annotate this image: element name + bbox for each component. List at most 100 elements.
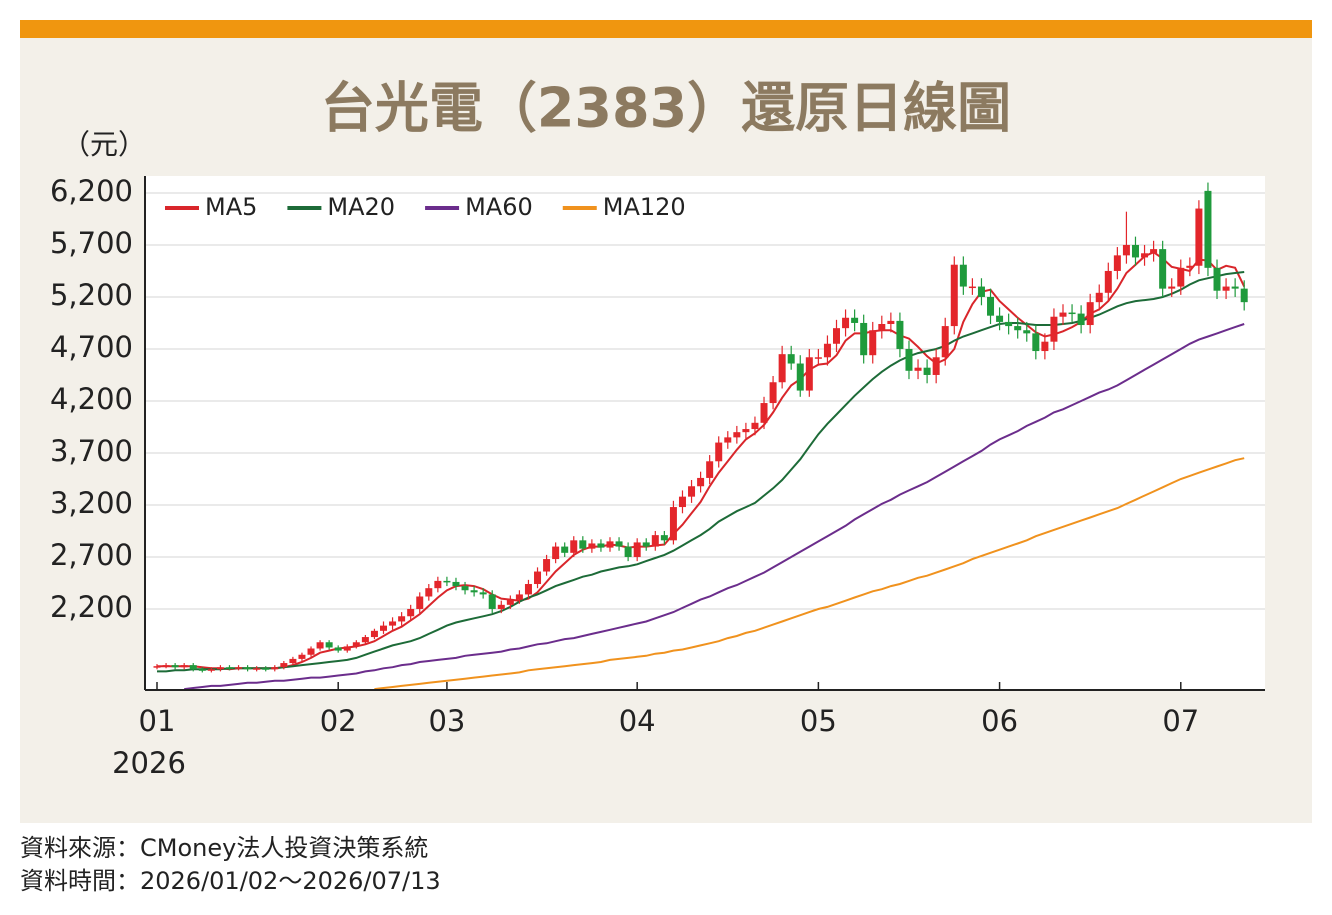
candle-body	[805, 357, 813, 391]
y-tick-label: 5,200	[50, 278, 133, 312]
candle-body	[153, 666, 161, 668]
candle-body	[905, 348, 913, 371]
candle-body	[896, 320, 904, 349]
candle-body	[470, 590, 478, 593]
x-tick-label: 03	[428, 704, 465, 738]
candle-body	[1059, 312, 1067, 317]
candle-body	[253, 668, 261, 670]
candle-body	[189, 665, 197, 670]
legend-label: MA120	[603, 193, 686, 221]
y-axis-label: （元）	[62, 128, 146, 161]
candle-body	[597, 543, 605, 548]
candle-body	[1104, 270, 1112, 293]
candle-body	[887, 320, 895, 325]
candle-body	[1150, 249, 1158, 254]
candle-body	[760, 403, 768, 423]
candle-body	[923, 367, 931, 375]
y-tick-label: 6,200	[50, 174, 133, 208]
candle-body	[669, 507, 677, 541]
candle-body	[1159, 249, 1167, 289]
candle-body	[678, 496, 686, 508]
legend-label: MA60	[465, 193, 533, 221]
candle-body	[742, 429, 750, 433]
candle-body	[869, 330, 877, 356]
candle-body	[425, 588, 433, 597]
candle-body	[298, 654, 306, 659]
candle-body	[180, 665, 188, 668]
candle-body	[171, 665, 179, 668]
candle-body	[606, 541, 614, 548]
candle-body	[515, 594, 523, 600]
candle-body	[244, 667, 252, 670]
candle-body	[280, 663, 288, 668]
candle-body	[814, 357, 822, 359]
candle-body	[1041, 341, 1049, 352]
candle-body	[361, 637, 369, 643]
candle-body	[271, 667, 279, 670]
candle-body	[1050, 316, 1058, 342]
candle-body	[706, 461, 714, 478]
candle-body	[1068, 312, 1076, 315]
candle-body	[914, 367, 922, 371]
candle-body	[207, 669, 215, 671]
candle-body	[1186, 265, 1194, 268]
candle-body	[1204, 190, 1212, 268]
ma-line	[184, 323, 1245, 691]
candle-body	[543, 559, 551, 572]
candle-body	[479, 592, 487, 595]
candle-body	[534, 571, 542, 585]
candle-body	[697, 477, 705, 487]
candle-body	[842, 317, 850, 329]
x-tick-label: 05	[800, 704, 837, 738]
candle-body	[380, 625, 387, 631]
candle-body	[1122, 244, 1130, 256]
ma-line	[374, 457, 1245, 691]
candle-body	[932, 357, 940, 375]
candle-body	[851, 317, 859, 323]
y-tick-label: 3,700	[50, 434, 133, 468]
candle-body	[198, 669, 206, 671]
candle-body	[1222, 286, 1230, 291]
candle-body	[352, 642, 360, 647]
x-tick-label: 04	[619, 704, 656, 738]
y-tick-label: 5,700	[50, 226, 133, 260]
candle-body	[1240, 288, 1248, 303]
candle-body	[1023, 330, 1031, 334]
candle-body	[950, 264, 958, 327]
plot-area	[145, 176, 1265, 690]
candle-body	[325, 642, 333, 648]
candle-body	[959, 264, 967, 287]
candle-body	[878, 324, 886, 331]
candle-body	[316, 642, 324, 649]
candle-body	[579, 540, 587, 549]
candle-body	[787, 354, 795, 364]
candle-body	[561, 546, 569, 553]
candle-body	[1213, 267, 1221, 291]
y-tick-label: 2,200	[50, 590, 133, 624]
candle-body	[434, 580, 442, 589]
candle-body	[1231, 286, 1239, 289]
candle-body	[823, 343, 831, 358]
candles	[153, 182, 1248, 673]
candle-body	[524, 584, 532, 595]
candle-body	[497, 604, 505, 609]
candle-body	[389, 621, 397, 626]
candle-body	[987, 296, 995, 316]
candle-body	[1077, 313, 1085, 326]
candle-body	[452, 581, 460, 587]
candle-body	[552, 546, 560, 560]
candle-body	[996, 315, 1004, 322]
grid	[145, 192, 1265, 610]
candle-body	[461, 586, 469, 591]
x-tick-label: 06	[981, 704, 1018, 738]
candle-body	[343, 646, 351, 651]
source: 資料來源：CMoney法人投資決策系統	[20, 834, 428, 862]
candle-body	[416, 596, 424, 609]
candle-body	[1095, 292, 1103, 303]
candle-body	[778, 354, 786, 383]
candle-body	[488, 594, 496, 609]
y-tick-label: 2,700	[50, 538, 133, 572]
candle-body	[660, 535, 668, 541]
